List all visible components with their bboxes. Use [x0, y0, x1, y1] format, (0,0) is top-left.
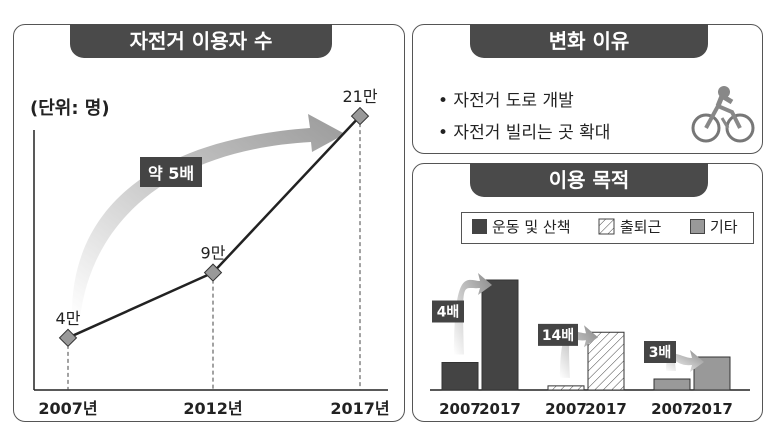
legend-swatch-exercise	[472, 219, 487, 234]
legend-label-other: 기타	[710, 218, 738, 236]
legend-swatch-commute	[598, 218, 615, 235]
data-point	[58, 328, 78, 348]
data-label: 9만	[201, 244, 226, 263]
unit-label: (단위: 명)	[30, 98, 110, 119]
x-tick-label: 2012년	[183, 399, 242, 418]
reason-title: 변화 이유	[470, 24, 708, 58]
data-point	[350, 106, 370, 126]
arrow-label: 약 5배	[140, 157, 203, 187]
user-count-panel	[13, 24, 405, 422]
x-tick-label: 2017년	[330, 399, 389, 418]
purpose-panel	[412, 163, 763, 422]
x-tick-label: 2007년	[38, 399, 97, 418]
user-count-title: 자전거 이용자 수	[70, 24, 332, 58]
data-point	[203, 263, 223, 282]
growth-arrow	[71, 114, 345, 318]
cyclist-icon	[691, 86, 755, 143]
reason-1: • 자전거 도로 개발	[438, 91, 574, 111]
legend-label-commute: 출퇴근	[620, 218, 662, 236]
legend-label-exercise: 운동 및 산책	[492, 218, 571, 236]
data-label: 4만	[56, 309, 81, 328]
legend-swatch-other	[690, 219, 705, 234]
data-label: 21만	[342, 87, 377, 106]
reason-2: • 자전거 빌리는 곳 확대	[438, 123, 611, 143]
purpose-title: 이용 목적	[470, 163, 708, 197]
